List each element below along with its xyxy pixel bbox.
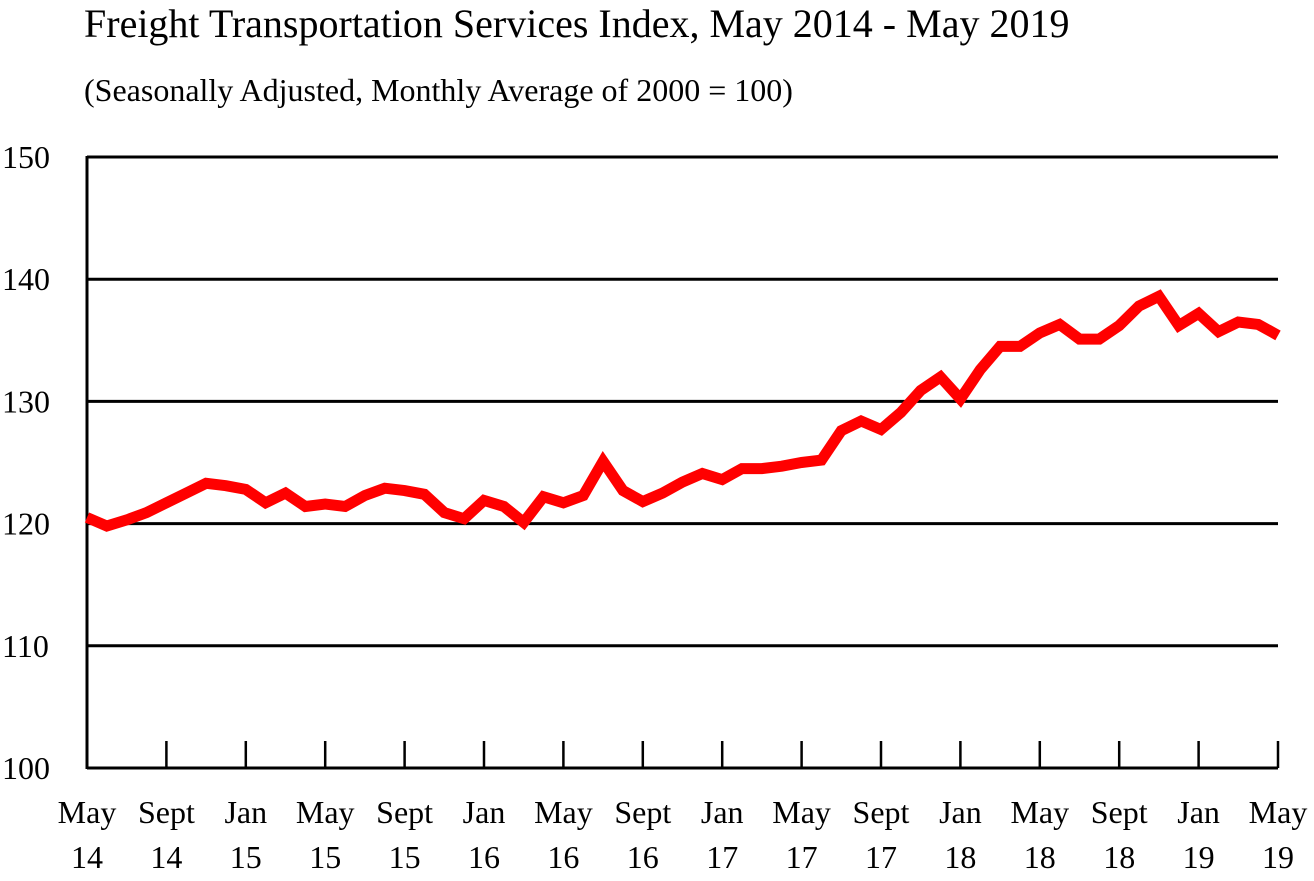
x-tick-label-month: May xyxy=(1010,794,1069,830)
x-tick-label-month: Jan xyxy=(224,794,267,830)
x-tick-label-year: 15 xyxy=(389,839,421,875)
y-tick-label: 120 xyxy=(2,506,50,542)
x-tick-label-year: 19 xyxy=(1262,839,1294,875)
x-tick-label-year: 18 xyxy=(1103,839,1135,875)
y-tick-label: 150 xyxy=(2,139,50,175)
x-tick-label-month: Jan xyxy=(939,794,982,830)
x-tick-label-year: 15 xyxy=(309,839,341,875)
x-tick-label-month: Sept xyxy=(138,794,195,830)
x-tick-label-month: Jan xyxy=(463,794,506,830)
x-tick-label-month: Sept xyxy=(376,794,433,830)
x-tick-label-month: Sept xyxy=(853,794,910,830)
x-tick-label-year: 14 xyxy=(150,839,182,875)
x-tick-label-month: Sept xyxy=(1091,794,1148,830)
x-tick-label-month: May xyxy=(1249,794,1308,830)
y-tick-label: 110 xyxy=(2,628,49,664)
x-tick-label-year: 18 xyxy=(1024,839,1056,875)
x-tick-label-year: 14 xyxy=(71,839,103,875)
x-tick-label-year: 15 xyxy=(230,839,262,875)
x-tick-label-month: Jan xyxy=(701,794,744,830)
y-tick-label: 100 xyxy=(2,750,50,786)
x-tick-label-month: Sept xyxy=(614,794,671,830)
x-tick-label-month: May xyxy=(772,794,831,830)
series-line xyxy=(84,289,1281,532)
x-tick-label-year: 19 xyxy=(1183,839,1215,875)
x-tick-label-year: 16 xyxy=(547,839,579,875)
x-tick-label-year: 16 xyxy=(627,839,659,875)
x-tick-label-year: 17 xyxy=(786,839,818,875)
x-tick-label-year: 17 xyxy=(706,839,738,875)
y-tick-label: 130 xyxy=(2,383,50,419)
chart-subtitle: (Seasonally Adjusted, Monthly Average of… xyxy=(84,72,793,108)
y-tick-label: 140 xyxy=(2,261,50,297)
x-tick-label-year: 17 xyxy=(865,839,897,875)
x-tick-label-year: 16 xyxy=(468,839,500,875)
chart-title: Freight Transportation Services Index, M… xyxy=(84,1,1070,46)
x-tick-label-month: Jan xyxy=(1177,794,1220,830)
x-tick-label-month: May xyxy=(296,794,355,830)
x-tick-label-month: May xyxy=(58,794,117,830)
x-tick-label-month: May xyxy=(534,794,593,830)
x-tick-label-year: 18 xyxy=(944,839,976,875)
